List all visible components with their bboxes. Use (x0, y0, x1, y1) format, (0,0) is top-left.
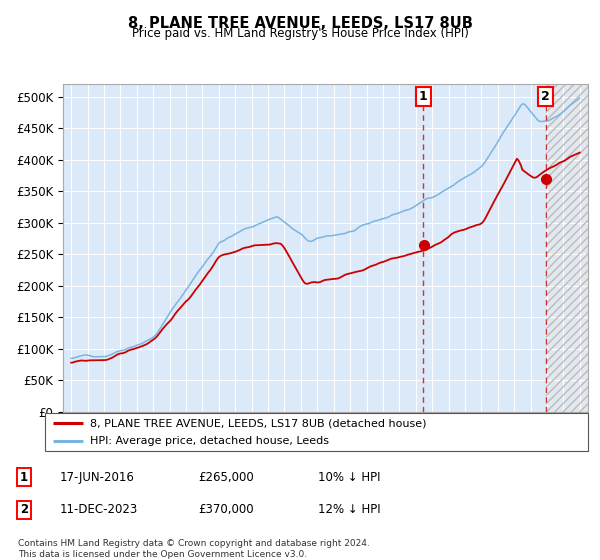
Text: This data is licensed under the Open Government Licence v3.0.: This data is licensed under the Open Gov… (18, 550, 307, 559)
Text: £370,000: £370,000 (198, 503, 254, 516)
Text: 8, PLANE TREE AVENUE, LEEDS, LS17 8UB: 8, PLANE TREE AVENUE, LEEDS, LS17 8UB (128, 16, 472, 31)
Text: 2: 2 (20, 503, 28, 516)
Text: 11-DEC-2023: 11-DEC-2023 (60, 503, 138, 516)
Text: 2: 2 (541, 90, 550, 103)
Text: Price paid vs. HM Land Registry's House Price Index (HPI): Price paid vs. HM Land Registry's House … (131, 27, 469, 40)
Text: 17-JUN-2016: 17-JUN-2016 (60, 470, 135, 484)
Text: 10% ↓ HPI: 10% ↓ HPI (318, 470, 380, 484)
Bar (545, 84, 588, 412)
Text: 8, PLANE TREE AVENUE, LEEDS, LS17 8UB (detached house): 8, PLANE TREE AVENUE, LEEDS, LS17 8UB (d… (89, 418, 426, 428)
Text: HPI: Average price, detached house, Leeds: HPI: Average price, detached house, Leed… (89, 436, 329, 446)
Text: 12% ↓ HPI: 12% ↓ HPI (318, 503, 380, 516)
Bar (545, 84, 588, 412)
Text: 1: 1 (419, 90, 428, 103)
Bar (545, 84, 588, 412)
Text: Contains HM Land Registry data © Crown copyright and database right 2024.: Contains HM Land Registry data © Crown c… (18, 539, 370, 548)
FancyBboxPatch shape (45, 413, 588, 451)
Text: 1: 1 (20, 470, 28, 484)
Text: £265,000: £265,000 (198, 470, 254, 484)
